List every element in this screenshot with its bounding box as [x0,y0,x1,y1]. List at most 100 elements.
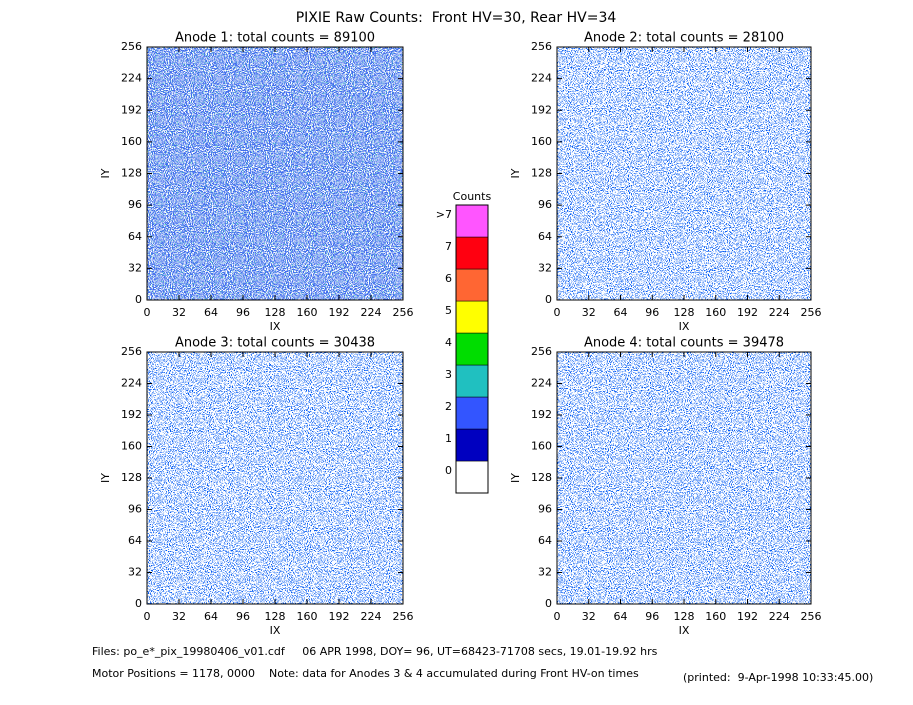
y-tick-label: 96 [538,198,552,211]
y-tick-label: 160 [531,440,552,453]
colorbar-swatch [455,396,489,430]
y-tick-label: 192 [121,408,142,421]
y-tick-label: 96 [128,503,142,516]
y-tick-label: 128 [531,167,552,180]
figure-title: PIXIE Raw Counts: Front HV=30, Rear HV=3… [296,10,617,26]
count-texture [557,352,811,604]
y-tick-label: 0 [135,597,142,610]
colorbar-swatch [455,460,489,494]
x-tick-label: 64 [614,610,628,623]
x-tick-label: 160 [297,306,318,319]
y-tick-label: 224 [121,72,142,85]
y-tick-label: 256 [531,345,552,358]
x-axis-label: IX [679,320,690,333]
panel: Anode 2: total counts = 28100 0 32 64 96 128 1… [509,31,822,334]
x-tick-label: 96 [645,306,659,319]
y-tick-label: 32 [538,261,552,274]
y-axis-label: IY [509,473,522,483]
x-tick-label: 96 [645,610,659,623]
x-tick-label: 256 [801,610,822,623]
panel-title: Anode 4: total counts = 39478 [584,336,784,351]
x-tick-label: 96 [236,610,250,623]
y-tick-label: 64 [128,230,142,243]
x-axis-label: IX [679,624,690,637]
colorbar-label: 5 [445,304,452,317]
colorbar-label: 3 [445,368,452,381]
x-axis-label: IX [270,624,281,637]
y-tick-label: 64 [538,230,552,243]
x-tick-label: 128 [265,610,286,623]
y-tick-label: 0 [545,293,552,306]
colorbar-label: 1 [445,432,452,445]
x-axis-label: IX [270,320,281,333]
footer-printed: (printed: 9-Apr-1998 10:33:45.00) [683,671,873,684]
colorbar-title: Counts [453,190,492,203]
y-axis-label: IY [99,473,112,483]
x-tick-label: 192 [737,306,758,319]
x-tick-label: 192 [329,610,350,623]
count-texture [557,47,811,300]
colorbar-label: >7 [436,208,452,221]
x-tick-label: 256 [393,306,414,319]
y-tick-label: 160 [121,135,142,148]
y-axis-label: IY [509,168,522,178]
y-tick-label: 128 [121,167,142,180]
y-tick-label: 192 [531,408,552,421]
y-tick-label: 96 [538,503,552,516]
y-tick-label: 32 [538,566,552,579]
colorbar-swatch [455,268,489,302]
x-tick-label: 224 [361,306,382,319]
x-tick-label: 224 [769,610,790,623]
panel: Anode 3: total counts = 30438 0 32 64 96 128 1… [99,336,414,638]
y-tick-label: 32 [128,566,142,579]
colorbar-swatch [455,300,489,334]
y-tick-label: 192 [531,103,552,116]
x-tick-label: 32 [582,306,596,319]
colorbar-swatch [455,204,489,238]
count-texture [147,352,403,604]
y-tick-label: 0 [135,293,142,306]
y-axis-label: IY [99,168,112,178]
y-tick-label: 0 [545,597,552,610]
x-tick-label: 0 [144,306,151,319]
x-tick-label: 0 [554,610,561,623]
panel: Anode 4: total counts = 39478 0 32 64 96 128 1… [509,336,822,638]
x-tick-label: 32 [582,610,596,623]
y-tick-label: 160 [531,135,552,148]
y-tick-label: 128 [531,471,552,484]
x-tick-label: 32 [172,610,186,623]
x-tick-label: 64 [614,306,628,319]
x-tick-label: 160 [297,610,318,623]
y-tick-label: 160 [121,440,142,453]
x-tick-label: 128 [674,306,695,319]
footer-motor: Motor Positions = 1178, 0000 Note: data … [92,667,639,680]
y-tick-label: 64 [128,534,142,547]
x-tick-label: 192 [737,610,758,623]
x-tick-label: 128 [674,610,695,623]
panel-title: Anode 2: total counts = 28100 [584,31,784,46]
y-tick-label: 256 [121,40,142,53]
x-tick-label: 128 [265,306,286,319]
colorbar-frame [455,204,489,494]
colorbar-label: 0 [445,464,452,477]
x-tick-label: 160 [705,306,726,319]
panel-title: Anode 3: total counts = 30438 [175,336,375,351]
x-tick-label: 64 [204,610,218,623]
y-tick-label: 224 [531,377,552,390]
colorbar-swatch [455,332,489,366]
count-texture [147,47,403,300]
y-tick-label: 128 [121,471,142,484]
x-tick-label: 0 [554,306,561,319]
x-tick-label: 64 [204,306,218,319]
y-tick-label: 96 [128,198,142,211]
y-tick-label: 64 [538,534,552,547]
colorbar-swatch [455,236,489,270]
x-tick-label: 224 [361,610,382,623]
colorbar-swatch [455,364,489,398]
x-tick-label: 256 [801,306,822,319]
colorbar-label: 4 [445,336,452,349]
x-tick-label: 0 [144,610,151,623]
x-tick-label: 160 [705,610,726,623]
x-tick-label: 32 [172,306,186,319]
